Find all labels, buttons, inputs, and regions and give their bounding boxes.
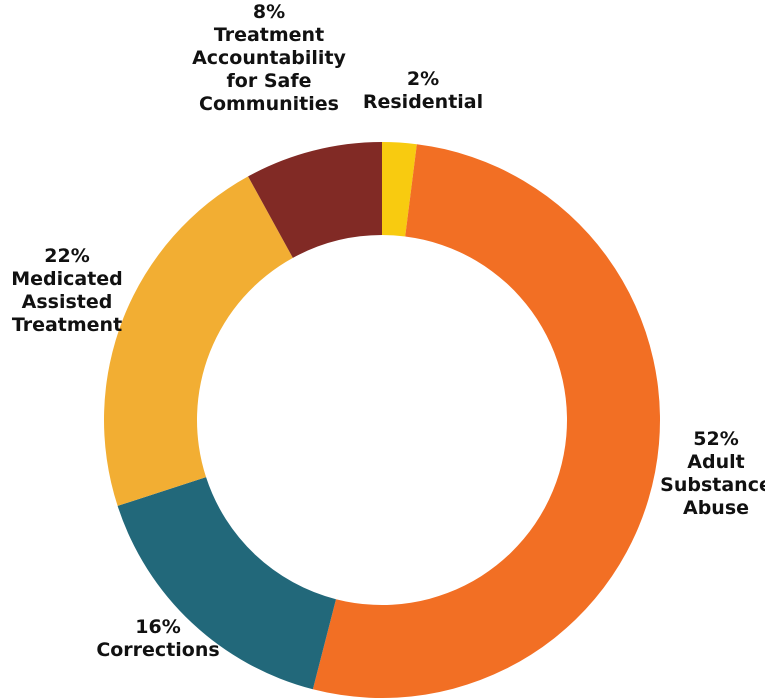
slice-label-treatment-accountability-for-safe-communities: 8% Treatment Accountability for Safe Communi… bbox=[192, 1, 346, 115]
slice-corrections bbox=[117, 477, 336, 690]
slice-adult-substance-abuse bbox=[312, 144, 660, 698]
slice-residential bbox=[382, 142, 417, 237]
slice-treatment-accountability-for-safe-communities bbox=[248, 142, 382, 258]
slice-medicated-assisted-treatment bbox=[103, 176, 293, 506]
slice-label-residential: 2% Residential bbox=[363, 68, 483, 113]
slice-labels: 2% Residential 52% Adult Substance Abuse 16% Co… bbox=[11, 1, 765, 661]
slice-label-medicated-assisted-treatment: 22% Medicated Assisted Treatment bbox=[11, 245, 123, 336]
slice-label-corrections: 16% Corrections bbox=[96, 616, 219, 661]
slice-label-adult-substance-abuse: 52% Adult Substance Abuse bbox=[660, 428, 765, 519]
donut-slices bbox=[103, 142, 660, 698]
